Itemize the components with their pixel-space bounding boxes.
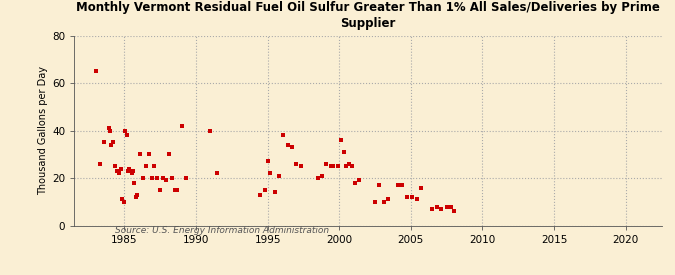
Point [126,171,137,175]
Point [181,176,192,180]
Point [128,169,138,173]
Point [166,176,177,180]
Point [172,188,183,192]
Point [350,181,360,185]
Point [99,140,110,145]
Point [328,164,339,168]
Point [112,169,123,173]
Point [341,164,352,168]
Point [113,171,124,175]
Point [103,126,114,130]
Point [161,178,171,183]
Point [124,166,135,171]
Y-axis label: Thousand Gallons per Day: Thousand Gallons per Day [38,66,48,195]
Point [132,192,142,197]
Point [435,207,446,211]
Point [118,200,129,204]
Point [338,150,349,154]
Point [273,174,284,178]
Point [152,176,163,180]
Point [119,128,130,133]
Point [163,152,174,156]
Point [259,188,270,192]
Point [138,176,148,180]
Point [370,200,381,204]
Point [401,195,412,199]
Point [115,166,126,171]
Point [149,164,160,168]
Point [176,124,187,128]
Point [448,209,459,213]
Point [427,207,437,211]
Point [130,195,141,199]
Point [393,183,404,187]
Point [278,133,289,138]
Point [121,133,132,138]
Point [146,176,157,180]
Point [205,128,216,133]
Point [169,188,180,192]
Point [295,164,306,168]
Point [117,197,128,202]
Point [212,171,223,175]
Point [344,162,354,166]
Point [106,143,117,147]
Point [282,143,293,147]
Point [95,162,105,166]
Point [354,178,364,183]
Point [109,164,120,168]
Point [383,197,394,202]
Point [135,152,146,156]
Point [265,171,276,175]
Point [317,174,327,178]
Point [407,195,418,199]
Point [291,162,302,166]
Point [123,169,134,173]
Point [143,152,154,156]
Point [155,188,165,192]
Point [416,185,427,190]
Title: Monthly Vermont Residual Fuel Oil Sulfur Greater Than 1% All Sales/Deliveries by: Monthly Vermont Residual Fuel Oil Sulfur… [76,1,659,31]
Point [158,176,169,180]
Point [378,200,389,204]
Point [431,204,442,209]
Point [335,138,346,142]
Point [107,140,118,145]
Point [374,183,385,187]
Point [269,190,280,194]
Point [313,176,323,180]
Point [411,197,422,202]
Point [105,128,115,133]
Point [129,181,140,185]
Point [287,145,298,149]
Point [321,162,331,166]
Text: Source: U.S. Energy Information Administration: Source: U.S. Energy Information Administ… [115,226,329,235]
Point [262,159,273,164]
Point [332,164,343,168]
Point [397,183,408,187]
Point [441,204,452,209]
Point [325,164,336,168]
Point [140,164,151,168]
Point [255,192,266,197]
Point [347,164,358,168]
Point [446,204,456,209]
Point [90,69,101,73]
